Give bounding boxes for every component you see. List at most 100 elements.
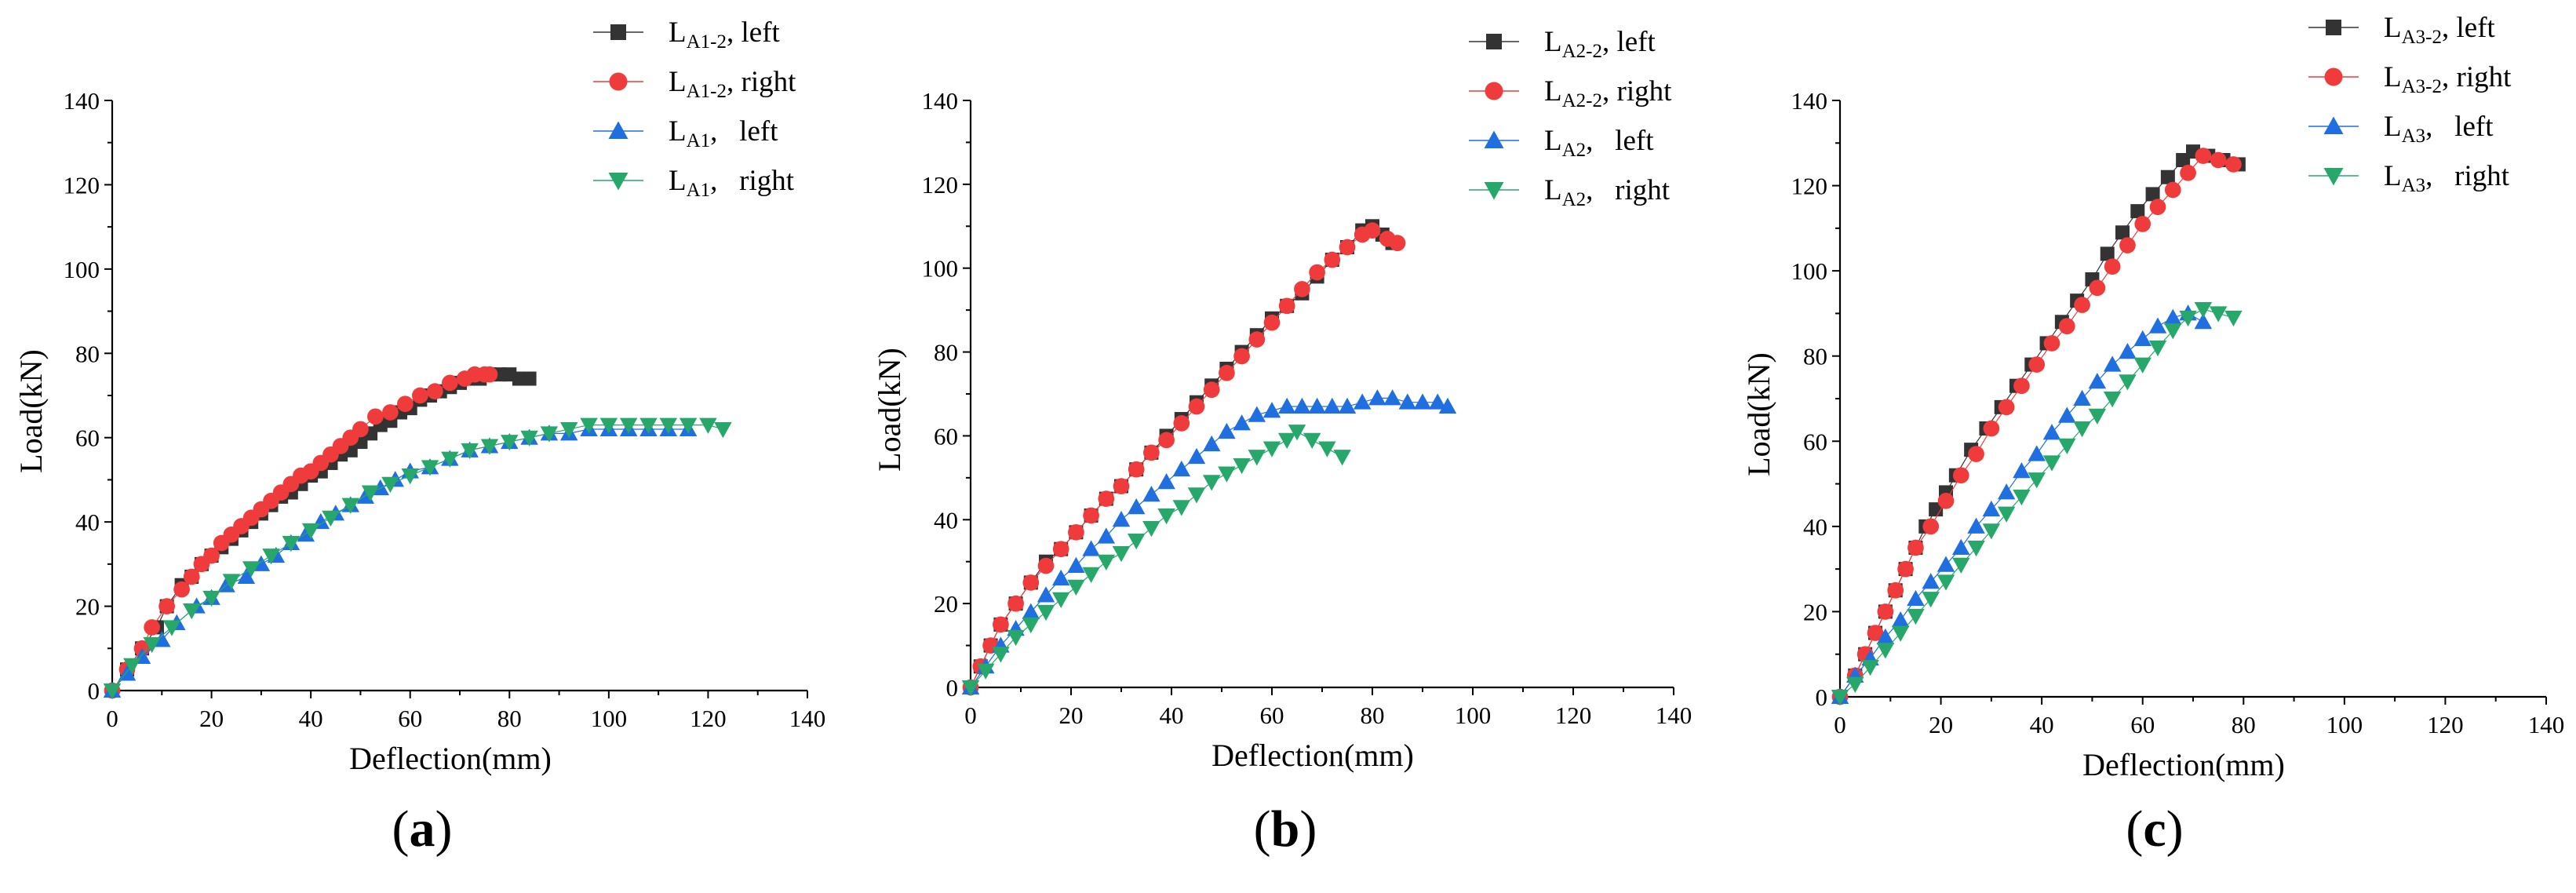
data-point [1172, 500, 1191, 516]
data-point [1007, 595, 1024, 612]
data-point [1952, 557, 1970, 574]
data-point [1157, 472, 1175, 490]
panel-a: 0 20 40 60 80 100 120 140 0 20 40 60 80 100 120 140 Defl… [13, 16, 825, 858]
data-point [1037, 586, 1055, 603]
data-point [599, 417, 618, 434]
x-tick-label: 40 [2030, 711, 2054, 738]
legend-label: LA1-2, left [669, 16, 781, 53]
data-point [103, 683, 122, 700]
data-point [2210, 151, 2227, 169]
y-tick-label: 120 [1791, 173, 1828, 200]
data-point [992, 647, 1010, 663]
data-point [522, 371, 537, 386]
data-point [322, 510, 340, 527]
data-point [2089, 279, 2106, 297]
y-tick-label: 140 [64, 87, 100, 115]
y-tick-label: 0 [1816, 683, 1828, 711]
data-point [1248, 331, 1266, 348]
legend: LA3-2, left LA3-2, right LA3, left LA3, rig… [2308, 12, 2512, 196]
data-point [1413, 393, 1432, 410]
data-point [540, 426, 559, 443]
data-point [1278, 297, 1295, 315]
data-point [441, 451, 459, 468]
data-point [639, 417, 658, 434]
data-point [183, 568, 200, 585]
data-point [1218, 466, 1236, 483]
data-point [382, 404, 399, 421]
data-point [2119, 343, 2137, 359]
data-point [222, 574, 241, 590]
data-point [2028, 472, 2046, 489]
legend-marker [608, 121, 629, 139]
data-point [381, 476, 399, 494]
legend-label: LA3, left [2384, 111, 2494, 147]
data-point [1364, 222, 1381, 239]
data-point [1967, 517, 1985, 534]
legend-marker [1485, 82, 1503, 100]
data-point [2145, 187, 2160, 202]
legend-label: LA3-2, right [2384, 61, 2512, 97]
legend-label: LA2-2, right [1544, 75, 1672, 111]
y-tick-label: 80 [1803, 343, 1827, 370]
data-point [1929, 502, 1944, 517]
data-point [1202, 435, 1221, 452]
data-point [1022, 617, 1040, 634]
data-point [2028, 356, 2046, 373]
data-point [2088, 408, 2107, 425]
y-tick-label: 20 [1803, 598, 1827, 625]
y-tick-label: 20 [75, 593, 100, 621]
legend-label: LA2, right [1544, 174, 1671, 210]
legend-marker [2324, 67, 2343, 86]
data-point [2133, 357, 2152, 374]
data-point [367, 408, 384, 425]
data-point [1983, 420, 2000, 437]
x-tick-label: 20 [199, 705, 224, 732]
y-tick-label: 120 [64, 171, 100, 199]
y-tick-label: 40 [934, 506, 958, 534]
data-point [143, 636, 161, 654]
data-point [2133, 330, 2152, 346]
x-tick-label: 100 [591, 705, 628, 732]
data-point [1318, 441, 1336, 457]
data-point [2100, 246, 2115, 261]
data-point [2043, 335, 2060, 352]
x-tick-label: 120 [1555, 702, 1592, 729]
data-point [1846, 676, 1864, 693]
data-point [1218, 422, 1236, 439]
series-4 [961, 425, 1351, 697]
data-point [1333, 450, 1351, 466]
data-point [1127, 498, 1146, 515]
data-point [1068, 523, 1084, 541]
data-point [2103, 392, 2122, 408]
data-point [2074, 297, 2090, 313]
data-point [1308, 397, 1326, 414]
legend-label: LA2, left [1544, 125, 1654, 161]
data-point [1997, 483, 2016, 500]
legend-marker [610, 24, 626, 40]
data-point [2103, 355, 2122, 372]
y-tick-label: 0 [946, 674, 959, 702]
x-tick-label: 0 [106, 705, 118, 732]
data-point [1082, 567, 1100, 583]
data-point [1907, 608, 1925, 625]
data-point [2073, 421, 2091, 438]
data-point [1219, 364, 1235, 381]
data-point [993, 616, 1009, 633]
data-point [301, 523, 320, 540]
x-tick-label: 40 [1160, 702, 1184, 729]
data-point [1922, 518, 1940, 535]
panel-label: (a) [392, 800, 453, 858]
data-point [1428, 393, 1447, 410]
series-1 [1833, 144, 2246, 704]
data-point [1937, 574, 1955, 591]
data-point [1263, 314, 1281, 331]
data-point [1143, 444, 1160, 461]
data-point [1037, 557, 1055, 574]
data-point [2013, 462, 2031, 479]
panel-b: 0 20 40 60 80 100 120 140 0 20 40 60 80 100 120 140 Defl… [872, 26, 1692, 858]
data-point [619, 417, 638, 434]
x-tick-label: 120 [2427, 711, 2464, 738]
data-point [2013, 377, 2030, 395]
data-point [1309, 264, 1325, 281]
data-point [1324, 251, 1341, 268]
